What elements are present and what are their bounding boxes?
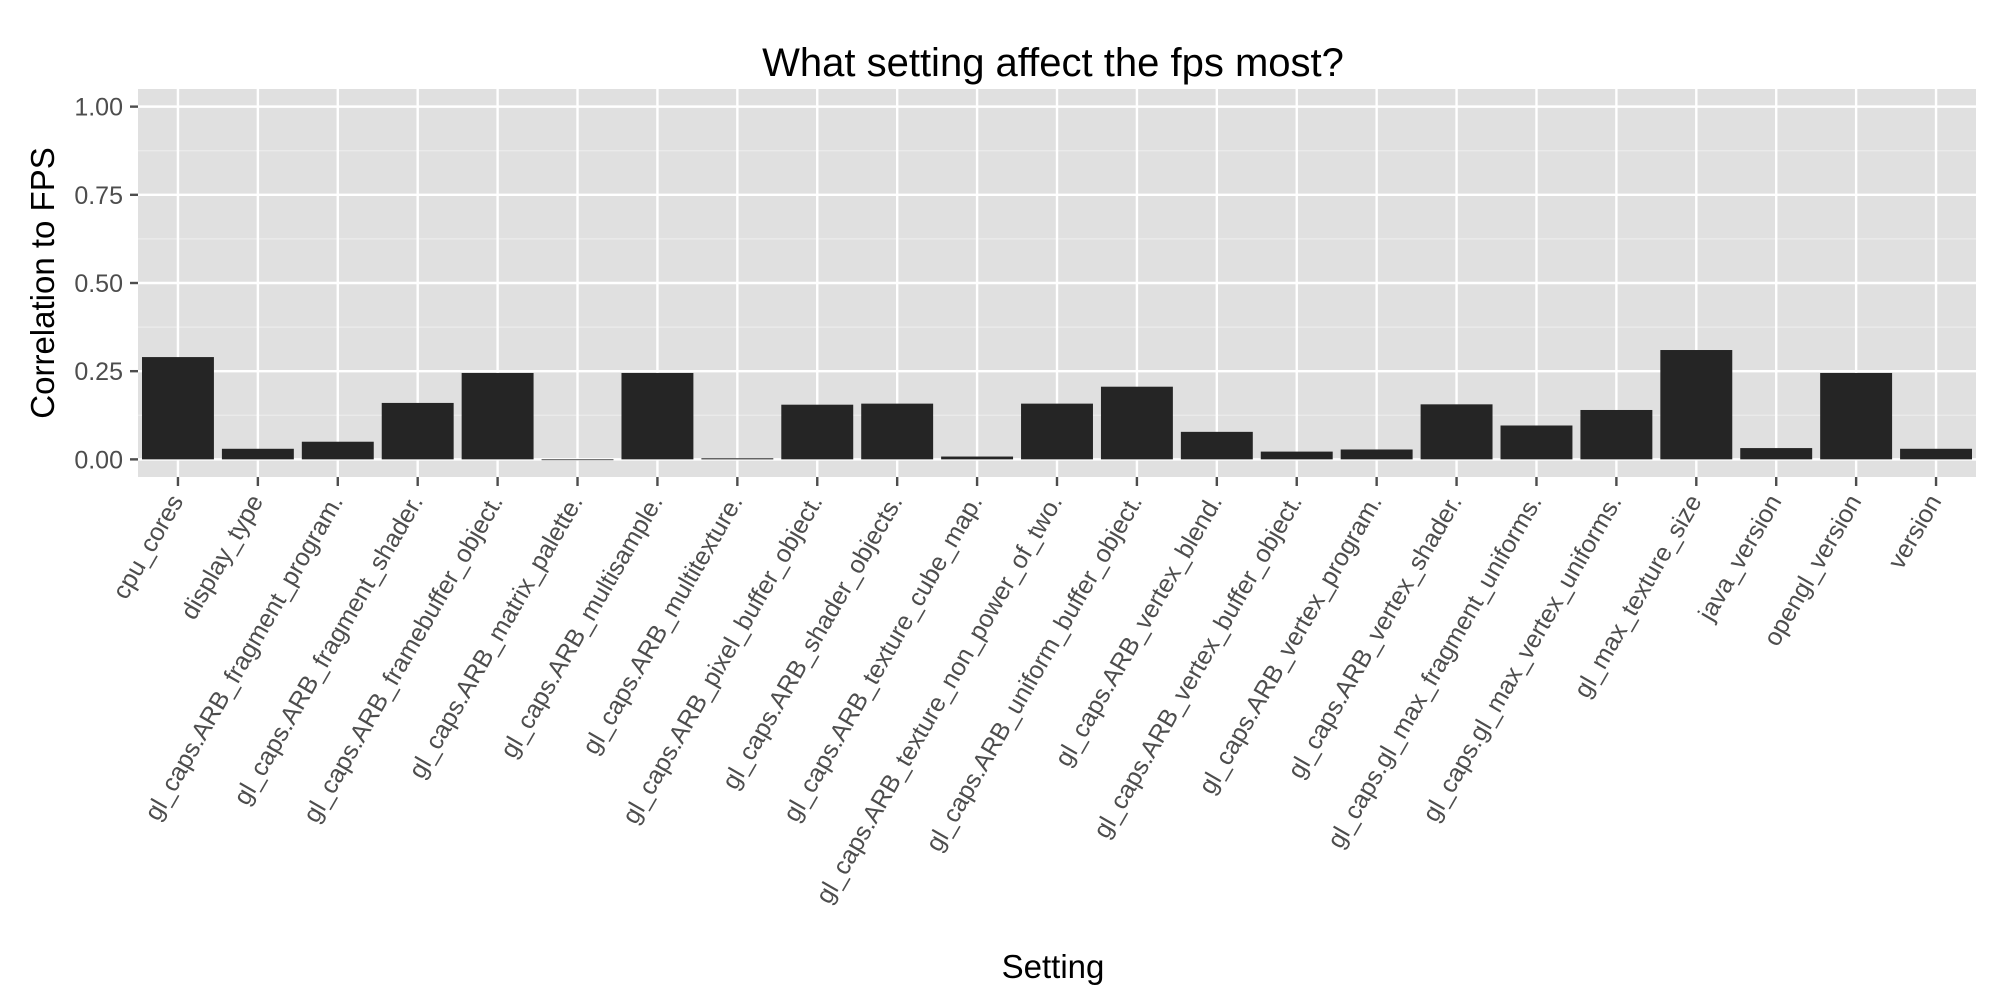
x-tick-label: cpu_cores — [107, 490, 189, 604]
x-tick-label: version — [1883, 490, 1948, 574]
bar — [1100, 386, 1173, 460]
bar — [1340, 449, 1413, 460]
bar — [781, 404, 854, 460]
y-axis: 0.00 0.25 0.50 0.75 1.00 — [74, 94, 138, 474]
bar — [1820, 372, 1893, 460]
y-tick-label: 0.00 — [74, 446, 123, 474]
x-tick-label: gl_caps.ARB_multitexture. — [577, 490, 749, 759]
bar — [1180, 431, 1253, 460]
bar — [141, 357, 214, 460]
bar — [1420, 404, 1493, 460]
x-tick-label: gl_caps.ARB_vertex_blend. — [1050, 490, 1229, 771]
bar — [621, 372, 694, 460]
x-axis-title: Setting — [1002, 948, 1105, 985]
bar — [1021, 403, 1093, 460]
bar — [381, 402, 454, 460]
bar — [301, 441, 374, 460]
bar — [1500, 425, 1573, 460]
y-axis-title: Correlation to FPS — [24, 147, 61, 418]
bar — [461, 372, 534, 460]
grid-lines — [138, 89, 1976, 477]
x-tick-label: java_version — [1692, 490, 1787, 626]
bar — [1900, 448, 1973, 460]
bar — [541, 459, 614, 461]
bars — [141, 350, 1973, 461]
y-tick-label: 1.00 — [74, 94, 123, 122]
x-tick-label: display_type — [175, 490, 269, 624]
bar — [941, 456, 1014, 460]
bar — [1580, 409, 1653, 460]
y-tick-label: 0.50 — [74, 270, 123, 298]
bar — [1740, 448, 1813, 460]
y-tick-label: 0.25 — [74, 358, 123, 386]
y-tick-label: 0.75 — [74, 182, 123, 210]
x-tick-label: gl_caps.ARB_multisample. — [495, 490, 669, 763]
bar — [221, 448, 294, 460]
x-axis: cpu_coresdisplay_typegl_caps.ARB_fragmen… — [107, 477, 1947, 908]
bar — [861, 403, 934, 460]
chart-title: What setting affect the fps most? — [762, 41, 1344, 85]
bar — [701, 458, 774, 460]
bar — [1660, 350, 1733, 460]
bar — [1260, 451, 1333, 460]
